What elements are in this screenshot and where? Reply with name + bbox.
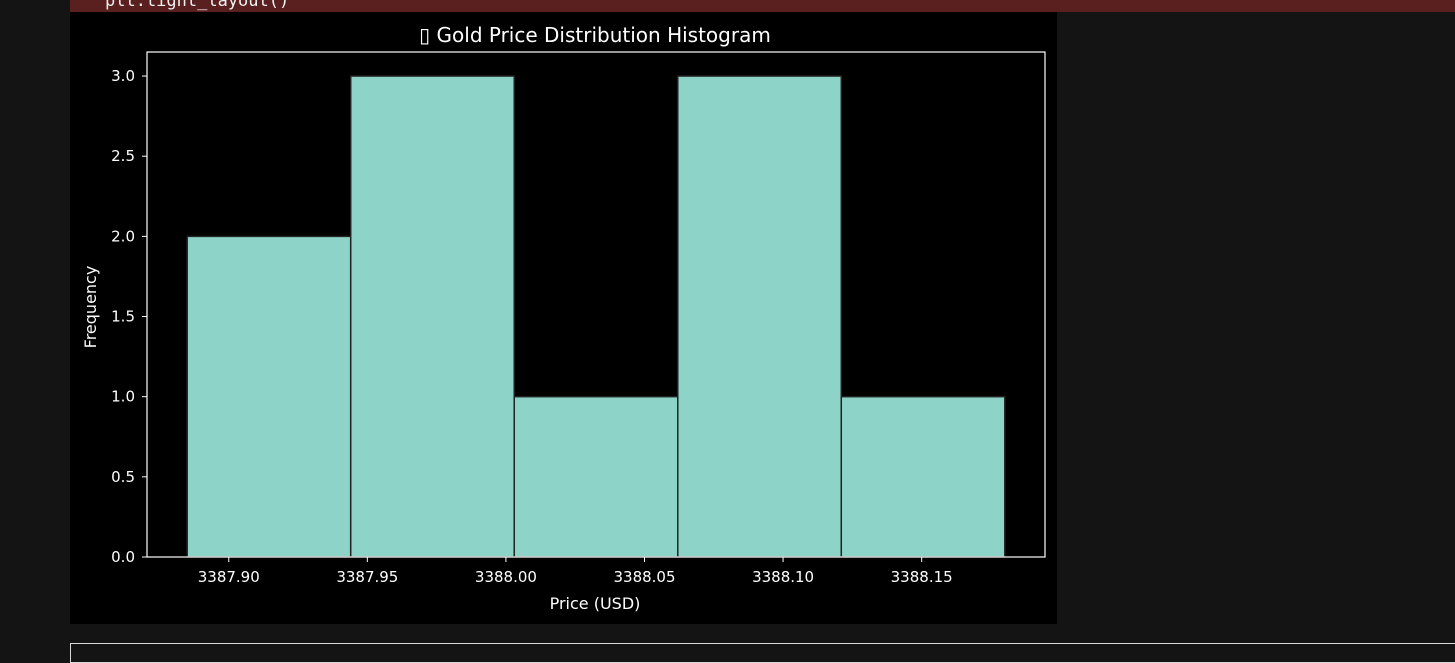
axes-frame xyxy=(146,51,1046,558)
x-tick-label: 3387.90 xyxy=(198,568,260,586)
code-line: plt.tight_layout() xyxy=(105,0,290,11)
bars-group xyxy=(186,75,1006,558)
y-tick-label: 1.5 xyxy=(111,308,135,326)
y-tick-label: 1.0 xyxy=(111,388,135,406)
y-tick-label: 2.5 xyxy=(111,147,135,165)
y-tick-label: 3.0 xyxy=(111,67,135,85)
x-axis-label: Price (USD) xyxy=(550,594,641,613)
y-tick-label: 0.0 xyxy=(111,548,135,566)
histogram-bar-3 xyxy=(513,395,679,558)
y-axis-label: Frequency xyxy=(81,266,100,349)
chart-title: ▯ Gold Price Distribution Histogram xyxy=(419,23,771,47)
histogram-chart: ▯ Gold Price Distribution Histogram 3387… xyxy=(81,23,1046,613)
histogram-bar-1 xyxy=(186,235,352,558)
histogram-bar-2 xyxy=(349,75,515,558)
next-code-cell[interactable] xyxy=(70,643,1455,663)
y-ticks: 0.0 0.5 1.0 1.5 2.0 2.5 3.0 xyxy=(111,67,147,566)
y-tick-label: 0.5 xyxy=(111,468,135,486)
x-tick-label: 3388.05 xyxy=(613,568,675,586)
cell-output: ▯ Gold Price Distribution Histogram 3387… xyxy=(70,12,1057,624)
histogram-bar-5 xyxy=(840,395,1006,558)
y-tick-label: 2.0 xyxy=(111,227,135,245)
x-ticks: 3387.90 3387.95 3388.00 3388.05 3388.10 3388.… xyxy=(198,557,953,586)
x-tick-label: 3388.15 xyxy=(891,568,953,586)
x-tick-label: 3388.00 xyxy=(475,568,537,586)
code-cell-error-strip: plt.tight_layout() xyxy=(70,0,1455,12)
x-tick-label: 3388.10 xyxy=(752,568,814,586)
x-tick-label: 3387.95 xyxy=(336,568,398,586)
histogram-bar-4 xyxy=(677,75,843,558)
